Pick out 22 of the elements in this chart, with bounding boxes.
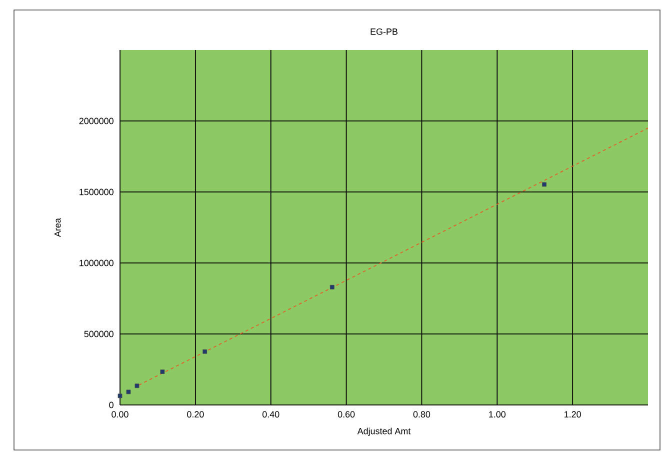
point	[542, 182, 546, 187]
y-tick-label: 2000000	[79, 118, 114, 124]
point	[118, 394, 122, 398]
point	[126, 390, 131, 394]
point	[330, 284, 334, 290]
x-tick-label: 0.00	[112, 411, 128, 418]
point	[160, 370, 165, 374]
chart-title: EG-PB	[370, 28, 398, 35]
y-tick-label: 1000000	[80, 260, 114, 266]
point	[202, 349, 208, 354]
y-tick-label: 1500000	[80, 188, 114, 196]
x-tick-label: 0.60	[338, 411, 355, 418]
y-tick-label: 0	[109, 402, 114, 408]
point	[134, 384, 140, 388]
x-tick-label: 0.40	[262, 411, 280, 418]
x-tick-label: 0.80	[413, 411, 430, 418]
y-tick-label: 500000	[84, 330, 114, 338]
y-axis-title: Area	[54, 218, 61, 237]
x-tick-label: 1.20	[564, 411, 581, 418]
x-axis-title: Adjusted Amt	[357, 428, 411, 436]
x-tick-label: 1.00	[489, 411, 506, 418]
x-tick-label: 0.20	[187, 411, 204, 418]
